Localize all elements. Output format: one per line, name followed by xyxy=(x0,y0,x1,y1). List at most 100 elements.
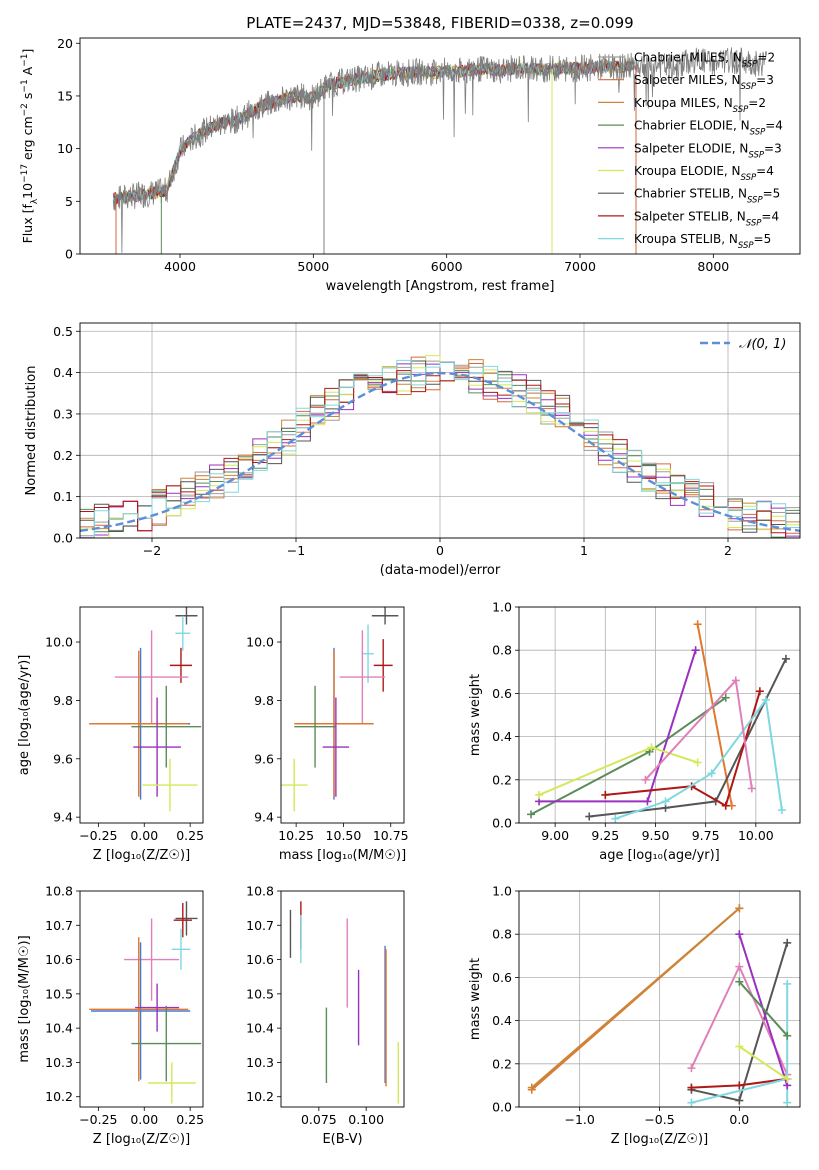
y-tick-label: 10.6 xyxy=(246,952,274,967)
error-bar-point xyxy=(175,615,191,651)
error-bar-point xyxy=(281,758,308,812)
x-axis-label: (data-model)/error xyxy=(380,563,501,578)
x-tick-label: 0.100 xyxy=(348,1112,384,1127)
model-spectrum xyxy=(112,59,636,204)
y-tick-label: 5 xyxy=(65,194,73,209)
weight-series xyxy=(530,696,727,816)
y-tick-label: 0.6 xyxy=(492,970,512,985)
error-bar-point xyxy=(89,650,189,797)
y-tick-label: 9.6 xyxy=(254,751,274,766)
y-axis-label: age [log₁₀(age/yr)] xyxy=(17,655,32,776)
axes-frame xyxy=(518,606,801,824)
weight-marker xyxy=(687,1083,696,1092)
error-bar-point xyxy=(131,1005,202,1082)
x-axis-label: Z [log₁₀(Z/Z☉)] xyxy=(611,1132,708,1147)
legend-model-name: Salpeter STELIB xyxy=(634,209,729,223)
weight-marker xyxy=(755,687,764,696)
x-tick-label: 0.00 xyxy=(130,1112,158,1127)
legend-label: Salpeter ELODIE, NSSP=3 xyxy=(634,141,782,160)
x-tick-label: 4000 xyxy=(164,259,196,274)
y-tick-label: 0.5 xyxy=(53,324,73,339)
y-axis-label: mass weight xyxy=(468,674,483,756)
weight-marker xyxy=(747,784,756,793)
legend-model-name: Chabrier MILES xyxy=(634,51,725,65)
normal-curve xyxy=(80,371,800,532)
error-bar-point xyxy=(124,918,180,1001)
y-tick-label: 10.8 xyxy=(246,884,274,899)
x-tick-label: 10.50 xyxy=(326,828,362,843)
weight-marker xyxy=(661,797,670,806)
legend-label: Kroupa MILES, NSSP=2 xyxy=(634,96,766,115)
x-tick-label: 5000 xyxy=(297,259,329,274)
error-bar-point xyxy=(339,630,386,724)
y-tick-label: 0.4 xyxy=(53,365,73,380)
x-axis-label: Z [log₁₀(Z/Z☉)] xyxy=(93,1132,190,1147)
x-axis-label: wavelength [Angstrom, rest frame] xyxy=(326,279,555,294)
error-bar-point xyxy=(171,928,191,970)
weight-marker xyxy=(647,743,656,752)
x-tick-label: 8000 xyxy=(697,259,729,274)
weight-series xyxy=(738,1045,788,1080)
legend-nssp: 2 xyxy=(758,96,766,110)
weight-marker xyxy=(735,930,744,939)
legend-nssp: 2 xyxy=(767,51,775,65)
y-tick-label: 0.2 xyxy=(492,772,512,787)
weight-series xyxy=(738,981,788,1037)
weight-marker xyxy=(777,806,786,815)
weight-marker xyxy=(783,979,792,988)
x-tick-label: 9.25 xyxy=(591,828,619,843)
y-axis-label: Normed distribution xyxy=(24,366,39,496)
y-tick-label: 0.6 xyxy=(492,686,512,701)
axes-frame xyxy=(79,37,801,255)
y-tick-label: 0.4 xyxy=(492,729,512,744)
error-bar-point xyxy=(173,903,192,938)
legend-nssp: 3 xyxy=(774,141,782,155)
x-tick-label: −0.25 xyxy=(79,828,117,843)
error-bar-point xyxy=(89,937,189,1082)
weight-marker xyxy=(721,693,730,702)
legend-label: Kroupa STELIB, NSSP=5 xyxy=(634,232,771,251)
x-tick-label: 1 xyxy=(580,543,588,558)
x-tick-label: 0.075 xyxy=(301,1112,337,1127)
weight-series xyxy=(531,907,740,1089)
weight-marker xyxy=(735,962,744,971)
axes-frame xyxy=(79,322,801,539)
y-tick-label: 10 xyxy=(57,141,73,156)
error-bar-point xyxy=(322,697,350,797)
x-tick-label: 0.25 xyxy=(176,828,204,843)
x-tick-label: 0.00 xyxy=(130,828,158,843)
weight-marker xyxy=(585,812,594,821)
error-bar-point xyxy=(114,630,189,724)
x-tick-label: 9.75 xyxy=(692,828,720,843)
axes-mass-Z: −0.25 0.00 0.25 10.2 10.3 10.4 10.5 10.6 10.7 10.… xyxy=(45,884,204,1128)
error-bar-point xyxy=(373,639,393,692)
weight-marker xyxy=(761,695,770,704)
y-tick-label: 10.5 xyxy=(246,986,274,1001)
weight-marker xyxy=(721,801,730,810)
error-bar-point xyxy=(142,758,198,812)
x-axis-label: Z [log₁₀(Z/Z☉)] xyxy=(93,848,190,863)
y-tick-label: 10.5 xyxy=(45,986,73,1001)
weight-series xyxy=(691,1077,788,1104)
legend-nssp: 4 xyxy=(771,209,779,223)
y-tick-label: 1.0 xyxy=(492,600,512,615)
weight-marker xyxy=(783,938,792,947)
legend-model-name: Salpeter MILES xyxy=(634,73,724,87)
x-axis-label: mass [log₁₀(M/M☉)] xyxy=(279,848,406,863)
weight-marker xyxy=(611,814,620,823)
y-tick-label: 10.3 xyxy=(246,1055,274,1070)
legend-model-name: Chabrier ELODIE xyxy=(634,119,733,133)
y-tick-label: 1.0 xyxy=(492,884,512,899)
legend-model-name: Kroupa ELODIE xyxy=(634,164,724,178)
weight-marker xyxy=(735,904,744,913)
error-bar-point xyxy=(362,624,374,683)
y-tick-label: 9.4 xyxy=(53,810,73,825)
legend-nssp: 5 xyxy=(764,232,772,246)
weight-marker xyxy=(783,1098,792,1107)
x-tick-label: 9.50 xyxy=(642,828,670,843)
weight-series xyxy=(696,624,733,806)
axes-frame xyxy=(280,890,405,1108)
axes-frame xyxy=(280,606,405,824)
error-bar-point xyxy=(133,697,181,797)
